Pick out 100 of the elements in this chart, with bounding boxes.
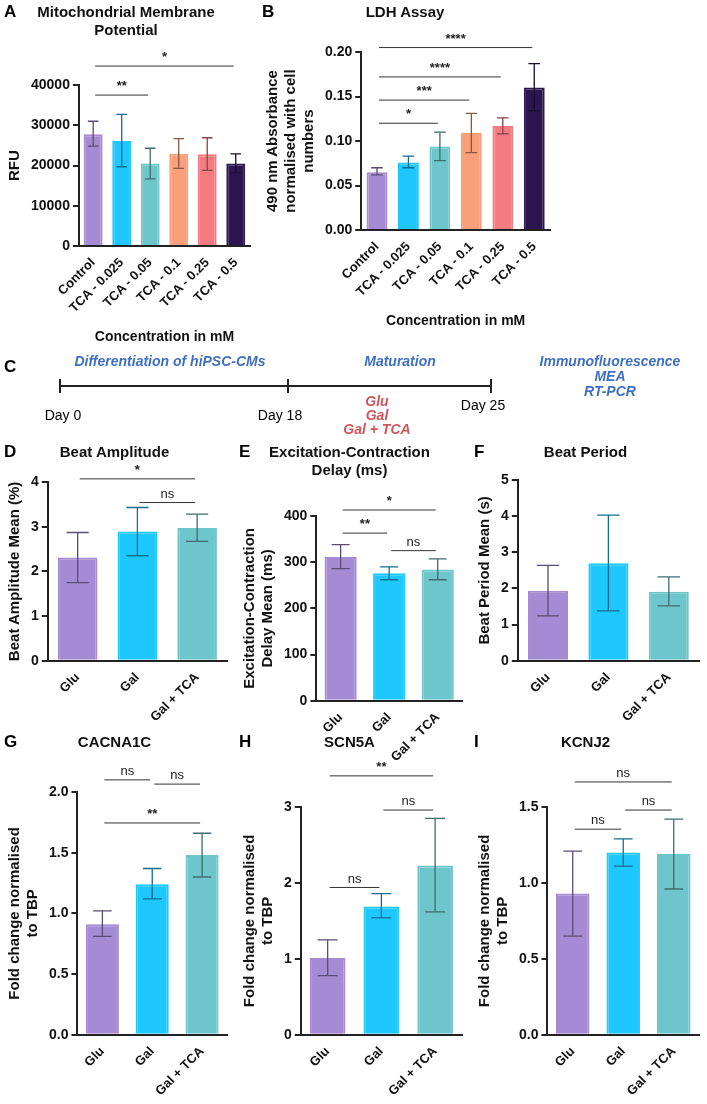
y-tick-label: 40000 (30, 75, 71, 92)
text: B (262, 2, 275, 22)
text: Differentiation of hiPSC-CMs (74, 353, 266, 369)
text: ns (616, 765, 631, 781)
y-tick-label: 0.15 (325, 87, 353, 104)
x-tick-label: Glu (319, 709, 346, 736)
text: E (239, 442, 251, 462)
x-tick-label: Gal + TCA (618, 668, 674, 725)
text: G (4, 732, 18, 752)
text: I (474, 732, 479, 752)
x-axis-title: Concentration in mM (94, 328, 235, 345)
text: Glu (365, 393, 389, 409)
chart-title: KCNJ2 (560, 733, 611, 751)
y-tick-label: 0.00 (325, 220, 353, 237)
text: Day 0 (44, 407, 82, 423)
text: * (386, 493, 393, 509)
annotation: ns (347, 870, 362, 886)
annotation: ns (160, 485, 175, 501)
text: ns (120, 762, 135, 778)
x-tick-label: Gal (587, 669, 614, 695)
y-axis-title: Beat Period Mean (s) (475, 496, 493, 645)
annotation: ns (591, 812, 606, 828)
text: ns (170, 767, 185, 783)
y-tick-label: 20000 (30, 156, 71, 173)
y-axis-title: Fold change normalised to TBP (5, 827, 41, 1000)
y-tick-label: 1.0 (518, 873, 539, 890)
y-tick-label: 0 (283, 1025, 292, 1042)
x-tick-label: Glu (526, 669, 553, 696)
x-tick-label: Gal (602, 1043, 628, 1069)
chart-title: CACNA1C (77, 733, 152, 751)
x-tick-label: Glu (81, 1043, 108, 1070)
y-tick-label: 2 (500, 579, 509, 596)
chart-title: Mitochondrial Membrane Potential (37, 3, 215, 39)
chart-title: SCN5A (324, 733, 376, 751)
x-tick-label: Glu (551, 1043, 578, 1070)
y-tick-label: 0 (62, 236, 71, 253)
y-tick-label: 400 (284, 506, 308, 523)
text: C (4, 357, 17, 377)
y-tick-label: 10000 (30, 196, 71, 213)
text: * (161, 49, 168, 65)
annotation: ** (359, 516, 371, 532)
annotation: ** (116, 78, 128, 94)
text: Day 18 (257, 407, 303, 423)
text: ** (376, 758, 388, 774)
x-tick-label: Gal (360, 1043, 387, 1069)
annotation: ns (641, 793, 656, 809)
y-tick-label: 0.0 (518, 1025, 539, 1042)
y-tick-label: 100 (284, 645, 308, 662)
text: * (134, 461, 141, 477)
annotation: ** (147, 806, 159, 822)
text: F (474, 442, 485, 462)
text: RT-PCR (584, 383, 636, 399)
text: H (239, 732, 252, 752)
y-tick-label: 0.5 (48, 964, 69, 981)
text: MEA (594, 368, 626, 384)
y-tick-label: 1.5 (518, 797, 539, 814)
y-tick-label: 3 (500, 543, 509, 560)
chart-title: Beat Amplitude (59, 443, 170, 461)
y-tick-label: 3 (30, 517, 39, 534)
x-tick-label: Gal (368, 709, 394, 735)
chart-title: LDH Assay (365, 3, 445, 21)
y-tick-label: 0.10 (325, 131, 353, 148)
y-tick-label: 1.0 (48, 904, 69, 921)
text: **** (445, 30, 467, 46)
y-tick-label: 4 (30, 472, 39, 489)
text: Gal (365, 407, 389, 423)
y-tick-label: 2.0 (48, 782, 69, 799)
text: Maturation (364, 353, 436, 369)
y-tick-label: 2 (283, 873, 292, 890)
y-tick-label: 30000 (30, 116, 71, 133)
y-tick-label: 200 (284, 599, 308, 616)
annotation: **** (429, 60, 451, 76)
annotation: ns (406, 533, 421, 549)
y-tick-label: 4 (500, 507, 509, 524)
y-axis-title: Beat Amplitude Mean (%) (5, 481, 23, 662)
y-tick-label: 1 (500, 615, 509, 632)
y-tick-label: 0.5 (518, 949, 539, 966)
y-tick-label: 5 (500, 470, 509, 487)
y-tick-label: 1.5 (48, 843, 69, 860)
x-tick-label: Gal (131, 1043, 157, 1069)
x-tick-label: Glu (306, 1043, 333, 1070)
x-tick-label: Glu (56, 669, 83, 696)
text: Day 25 (460, 397, 506, 413)
annotation: *** (416, 83, 433, 99)
y-axis-title: Fold change normalised to TBP (240, 834, 276, 1008)
y-axis-title: RFU (5, 150, 23, 181)
y-axis-title: Fold change normalised to TBP (475, 834, 511, 1008)
text: A (4, 2, 17, 22)
x-tick-label: Gal (116, 669, 143, 695)
y-tick-label: 0 (30, 651, 39, 668)
y-axis-title: Excitation-Contraction Delay Mean (ms) (240, 527, 276, 689)
text: D (4, 442, 17, 462)
x-tick-label: Gal + TCA (146, 668, 203, 725)
x-tick-label: Gal + TCA (384, 1042, 441, 1099)
chart-title: Beat Period (543, 443, 628, 461)
text: Gal + TCA (343, 421, 411, 437)
chart-title: Excitation-Contraction Delay (ms) (269, 443, 430, 479)
y-tick-label: 0.05 (325, 176, 353, 193)
text: Immunofluorescence (539, 353, 681, 369)
y-tick-label: 0 (500, 651, 509, 668)
